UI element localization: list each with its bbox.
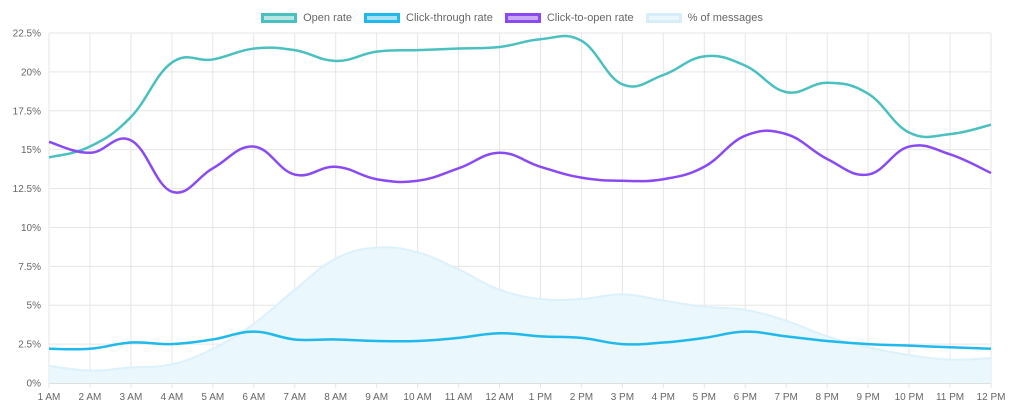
series-line-of-messages	[48, 246, 992, 372]
x-tick-label: 6 AM	[242, 392, 265, 403]
x-tick-label: 2 AM	[79, 392, 102, 403]
legend-item-click-to-open-rate[interactable]: Click-to-open rate	[504, 12, 634, 24]
x-tick-label: 1 AM	[38, 392, 61, 403]
x-tick-label: 10 PM	[895, 392, 924, 403]
y-tick-label: 22.5%	[13, 29, 41, 40]
x-tick-label: 9 AM	[365, 392, 388, 403]
chart-legend: Open rate Click-through rate Click-to-open…	[0, 12, 1024, 24]
x-axis-ticks: 1 AM 2 AM 3 AM 4 AM 5 AM 6 AM 7 AM 8 AM 9 AM 10 A…	[38, 392, 1006, 403]
x-tick-label: 6 PM	[734, 392, 757, 403]
x-tick-label: 12 PM	[977, 392, 1006, 403]
x-tick-label: 1 PM	[529, 392, 552, 403]
y-tick-label: 10%	[21, 223, 41, 234]
x-tick-label: 4 AM	[160, 392, 183, 403]
x-tick-label: 3 PM	[611, 392, 634, 403]
x-tick-label: 4 PM	[652, 392, 675, 403]
x-tick-label: 8 PM	[816, 392, 839, 403]
series-line-click-to-open-rate	[48, 129, 992, 194]
legend-swatch	[645, 13, 682, 23]
x-tick-label: 2 PM	[570, 392, 593, 403]
y-tick-label: 2.5%	[18, 340, 41, 351]
y-tick-label: 0%	[27, 379, 42, 390]
series-line-open-rate	[48, 34, 992, 159]
x-tick-label: 9 PM	[856, 392, 879, 403]
y-tick-label: 5%	[27, 301, 42, 312]
legend-swatch	[504, 13, 541, 23]
legend-item-click-through-rate[interactable]: Click-through rate	[364, 12, 493, 24]
legend-swatch	[261, 13, 298, 23]
x-tick-label: 3 AM	[120, 392, 143, 403]
legend-item-open-rate[interactable]: Open rate	[261, 12, 352, 24]
legend-item-of-messages[interactable]: % of messages	[645, 12, 763, 24]
legend-label: % of messages	[687, 12, 763, 24]
legend-swatch	[364, 13, 401, 23]
y-tick-label: 15%	[21, 145, 41, 156]
y-axis-ticks: 0% 2.5% 5% 7.5% 10% 12.5% 15% 17.5% 20% 22.5%	[13, 29, 41, 390]
y-tick-label: 17.5%	[13, 106, 41, 117]
x-tick-label: 7 AM	[283, 392, 306, 403]
series-line-click-through-rate	[48, 330, 992, 351]
x-tick-label: 11 PM	[936, 392, 964, 403]
x-tick-label: 12 AM	[485, 392, 513, 403]
legend-label: Click-to-open rate	[546, 12, 634, 24]
x-tick-label: 8 AM	[324, 392, 347, 403]
chart-series	[48, 34, 992, 383]
x-tick-label: 5 PM	[693, 392, 716, 403]
y-tick-label: 20%	[21, 67, 41, 78]
legend-label: Open rate	[303, 12, 353, 24]
x-tick-label: 7 PM	[775, 392, 798, 403]
x-tick-label: 5 AM	[201, 392, 224, 403]
legend-label: Click-through rate	[406, 12, 493, 24]
y-tick-label: 12.5%	[13, 184, 41, 195]
x-tick-label: 11 AM	[445, 392, 473, 403]
y-tick-label: 7.5%	[18, 262, 41, 273]
series-area-of-messages	[49, 247, 991, 383]
x-tick-label: 10 AM	[403, 392, 431, 403]
